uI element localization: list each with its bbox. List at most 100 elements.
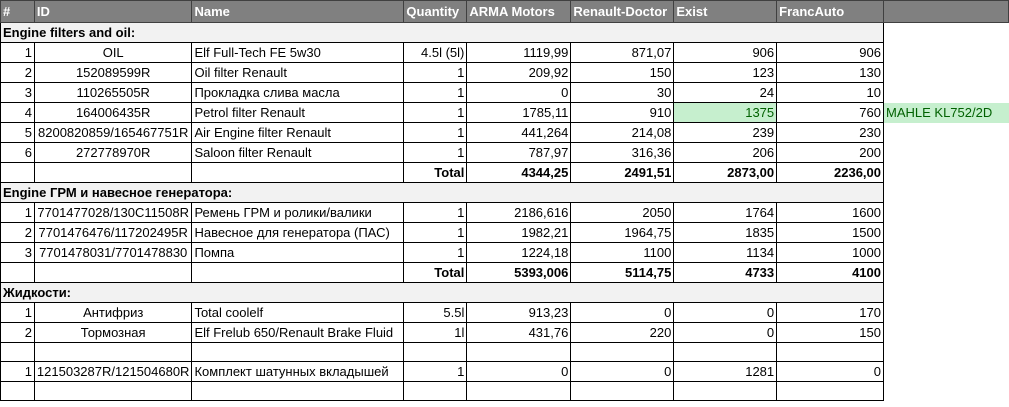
cell-qty[interactable]: 1 [403,361,468,382]
cell-id[interactable]: 110265505R [33,82,193,103]
cell-rd[interactable]: 1100 [570,242,675,263]
header-cell-name[interactable]: Name [191,0,405,23]
cell-rd[interactable]: 0 [570,361,675,382]
cell-qty[interactable]: 1l [403,322,468,343]
cell-name[interactable]: Air Engine filter Renault [191,122,405,143]
cell-fa[interactable]: 760 [776,102,884,123]
cell-qty[interactable]: 1 [403,242,468,263]
empty-cell[interactable] [884,263,1009,283]
note-cell[interactable]: MAHLE KL752/2D [883,102,1009,123]
header-cell-francauto[interactable]: FrancAuto [776,0,884,23]
cell-id[interactable]: 7701476476/117202495R [33,222,193,243]
cell-arma[interactable]: 1982,21 [466,222,572,243]
cell-rd[interactable]: 1964,75 [570,222,675,243]
empty-cell[interactable] [403,381,468,401]
cell-qty[interactable]: 5.5l [403,302,468,323]
cell-exist[interactable]: 206 [673,142,778,163]
cell-name[interactable]: Petrol filter Renault [191,102,405,123]
cell-num[interactable]: 3 [0,242,35,263]
cell-fa[interactable]: 1000 [776,242,884,263]
cell-rd[interactable]: 316,36 [570,142,675,163]
cell-qty[interactable]: 1 [403,82,468,103]
cell-num[interactable]: 2 [0,322,35,343]
total-exist[interactable]: 4733 [673,262,778,283]
empty-cell[interactable] [884,63,1009,83]
empty-cell[interactable] [570,342,675,362]
empty-cell[interactable] [884,43,1009,63]
cell-exist[interactable]: 123 [673,62,778,83]
empty-cell[interactable] [776,381,884,401]
section-title[interactable]: Engine filters and oil: [0,22,884,43]
cell-name[interactable]: Elf Frelub 650/Renault Brake Fluid [191,322,405,343]
empty-cell[interactable] [884,203,1009,223]
cell-id[interactable]: 7701478031/7701478830 [33,242,193,263]
cell-num[interactable]: 4 [0,102,35,123]
cell-name[interactable]: Oil filter Renault [191,62,405,83]
cell-exist-highlighted[interactable]: 1375 [673,102,778,123]
total-arma[interactable]: 4344,25 [466,162,572,183]
empty-cell[interactable] [570,381,675,401]
cell-rd[interactable]: 871,07 [570,42,675,63]
cell-id[interactable]: Антифриз [33,302,193,323]
cell-arma[interactable]: 2186,616 [466,202,572,223]
cell-arma[interactable]: 1224,18 [466,242,572,263]
cell-exist[interactable]: 1764 [673,202,778,223]
empty-cell[interactable] [191,162,405,183]
empty-cell[interactable] [466,381,572,401]
empty-cell[interactable] [673,342,778,362]
cell-fa[interactable]: 1500 [776,222,884,243]
cell-rd[interactable]: 30 [570,82,675,103]
cell-name[interactable]: Помпа [191,242,405,263]
cell-id[interactable]: 121503287R/121504680R [33,361,193,382]
cell-rd[interactable]: 910 [570,102,675,123]
cell-id[interactable]: 8200820859/165467751R [33,122,193,143]
cell-fa[interactable]: 130 [776,62,884,83]
empty-cell[interactable] [776,342,884,362]
cell-exist[interactable]: 239 [673,122,778,143]
cell-rd[interactable]: 214,08 [570,122,675,143]
empty-cell[interactable] [884,223,1009,243]
cell-id[interactable]: 272778970R [33,142,193,163]
cell-arma[interactable]: 441,264 [466,122,572,143]
cell-qty[interactable]: 1 [403,62,468,83]
cell-exist[interactable]: 906 [673,42,778,63]
empty-cell[interactable] [884,183,1009,203]
cell-exist[interactable]: 0 [673,322,778,343]
section-title[interactable]: Engine ГРМ и навесное генератора: [0,182,884,203]
cell-num[interactable]: 2 [0,62,35,83]
cell-name[interactable]: Elf Full-Tech FE 5w30 [191,42,405,63]
empty-cell[interactable] [0,381,35,401]
empty-cell[interactable] [884,303,1009,323]
cell-exist[interactable]: 1134 [673,242,778,263]
cell-name[interactable]: Saloon filter Renault [191,142,405,163]
empty-cell[interactable] [403,342,468,362]
cell-name[interactable]: Прокладка слива масла [191,82,405,103]
empty-cell[interactable] [884,362,1009,382]
cell-fa[interactable]: 1600 [776,202,884,223]
empty-cell[interactable] [191,381,405,401]
cell-num[interactable]: 2 [0,222,35,243]
total-fa[interactable]: 4100 [776,262,884,283]
cell-qty[interactable]: 1 [403,222,468,243]
cell-name[interactable]: Ремень ГРМ и ролики/валики [191,202,405,223]
header-cell-quantity[interactable]: Quantity [403,0,468,23]
empty-cell[interactable] [884,123,1009,143]
cell-num[interactable]: 1 [0,42,35,63]
header-cell-id[interactable]: ID [33,0,193,23]
cell-arma[interactable]: 1785,11 [466,102,572,123]
cell-num[interactable]: 1 [0,202,35,223]
empty-cell[interactable] [466,342,572,362]
cell-name[interactable]: Навесное для генератора (ПАС) [191,222,405,243]
cell-rd[interactable]: 2050 [570,202,675,223]
cell-fa[interactable]: 230 [776,122,884,143]
empty-cell[interactable] [33,381,193,401]
cell-arma[interactable]: 0 [466,361,572,382]
cell-qty[interactable]: 1 [403,122,468,143]
empty-cell[interactable] [0,342,35,362]
total-label[interactable]: Total [403,262,468,283]
cell-num[interactable]: 1 [0,302,35,323]
cell-fa[interactable]: 0 [776,361,884,382]
cell-exist[interactable]: 1281 [673,361,778,382]
total-exist[interactable]: 2873,00 [673,162,778,183]
total-fa[interactable]: 2236,00 [776,162,884,183]
